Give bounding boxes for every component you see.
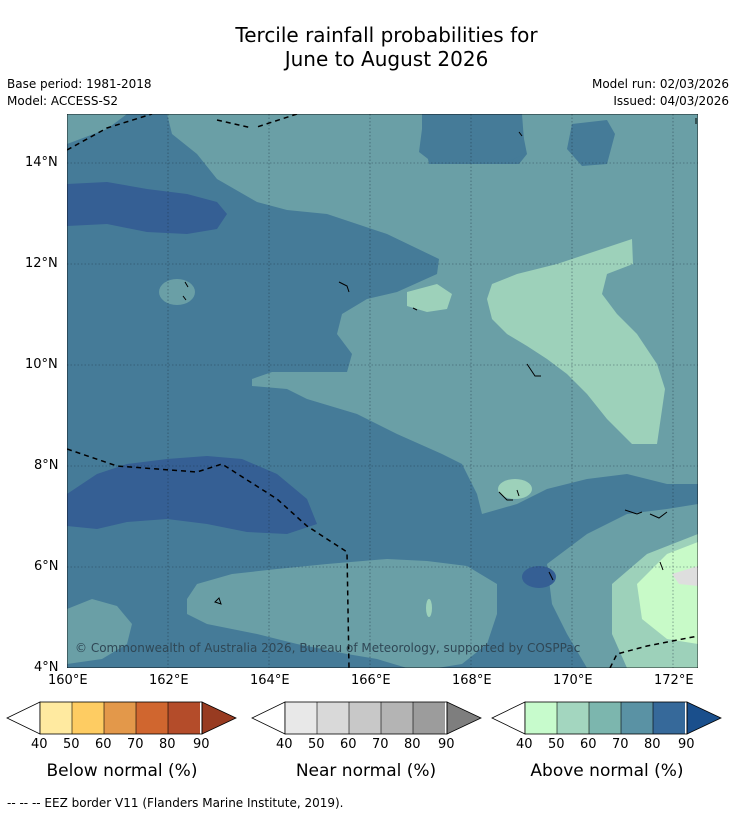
colorbar-below-label-70: 70: [127, 737, 144, 752]
colorbar-below-label-50: 50: [63, 737, 80, 752]
region-above-50-60-c: [407, 284, 452, 312]
eez-border-mid: [67, 448, 350, 668]
issued-date: Issued: 04/03/2026: [613, 94, 729, 108]
colorbar-above-title: Above normal (%): [530, 761, 684, 781]
region-above-50-60-mid: [426, 599, 432, 617]
colorbar-below-swatch-2: [72, 702, 104, 734]
graticule: [67, 114, 698, 668]
colorbar-near-label-90: 90: [438, 737, 455, 752]
colorbar-near-swatch-1: [285, 702, 317, 734]
base-period: Base period: 1981-2018: [7, 77, 152, 91]
colorbar-above-label-90: 90: [678, 737, 695, 752]
colorbar-above-label-40: 40: [516, 737, 533, 752]
region-above-40-50-se: [637, 542, 698, 644]
colorbar-near-swatch-3: [349, 702, 381, 734]
colorbar-above-low-cap: [491, 701, 526, 735]
eez-borders: [67, 114, 698, 668]
region-above-50-60-e: [487, 239, 665, 444]
colorbar-near-label-40: 40: [276, 737, 293, 752]
colorbar-below-label-80: 80: [159, 737, 176, 752]
colorbar-above: [491, 701, 722, 735]
lon-tick-172: 172°E: [654, 673, 694, 688]
lat-tick-6: 6°N: [34, 559, 59, 574]
lat-tick-12: 12°N: [25, 256, 58, 271]
model-name: Model: ACCESS-S2: [7, 94, 119, 108]
region-above-70-80-ne: [419, 114, 525, 162]
title-line-2: June to August 2026: [284, 47, 489, 71]
colorbar-below-label-90: 90: [193, 737, 210, 752]
colorbar-near-high-cap: [446, 701, 482, 735]
title-line-1: Tercile rainfall probabilities for: [235, 23, 538, 47]
region-above-60-70: [167, 114, 698, 514]
colorbar-below: [6, 701, 237, 735]
colorbar-near: [251, 701, 482, 735]
colorbar-below-high-cap: [201, 701, 237, 735]
island-atoll-7: [214, 597, 222, 605]
island-atoll-1: [338, 281, 350, 293]
lat-tick-8: 8°N: [34, 458, 59, 473]
colorbar-above-swatch-4: [621, 702, 653, 734]
colorbar-above-label-60: 60: [580, 737, 597, 752]
probability-map: [67, 114, 698, 668]
colorbar-near-label-80: 80: [404, 737, 421, 752]
colorbar-below-swatch-1: [40, 702, 72, 734]
lon-tick-160: 160°E: [48, 673, 88, 688]
colorbar-above-label-50: 50: [548, 737, 565, 752]
colorbar-above-high-cap: [686, 701, 722, 735]
colorbar-below-label-40: 40: [31, 737, 48, 752]
model-run: Model run: 02/03/2026: [591, 77, 729, 91]
island-atoll-8: [518, 118, 697, 137]
colorbar-below-title: Below normal (%): [46, 761, 198, 781]
colorbar-above-label-70: 70: [612, 737, 629, 752]
eez-border-north: [67, 114, 298, 151]
island-atoll-5: [624, 509, 668, 519]
region-above-80-90-nw: [67, 182, 227, 234]
island-atoll-4: [498, 489, 520, 501]
colorbar-near-label-50: 50: [308, 737, 325, 752]
region-no-data: [672, 566, 698, 586]
colorbar-below-swatch-3: [104, 702, 136, 734]
copyright-notice: © Commonwealth of Australia 2026, Bureau…: [75, 641, 581, 655]
region-above-60-70-sw: [67, 599, 132, 664]
colorbar-above-swatch-2: [557, 702, 589, 734]
colorbar-near-label-60: 60: [340, 737, 357, 752]
island-atoll-6: [548, 561, 664, 581]
islands: [182, 118, 697, 605]
region-above-80-90-s: [67, 456, 317, 534]
lon-tick-162: 162°E: [149, 673, 189, 688]
region-above-50-60-blob: [498, 479, 532, 499]
lat-tick-14: 14°N: [25, 155, 58, 170]
colorbar-above-swatch-1: [525, 702, 557, 734]
colorbar-below-swatch-5: [168, 702, 200, 734]
region-above-80-90-blob: [522, 566, 556, 588]
region-above-70-80-ne2: [567, 120, 615, 166]
colorbar-below-low-cap: [6, 701, 41, 735]
eez-footnote: -- -- -- EEZ border V11 (Flanders Marine…: [7, 796, 344, 810]
colorbar-near-label-70: 70: [372, 737, 389, 752]
colorbar-near-swatch-2: [317, 702, 349, 734]
colorbar-below-label-60: 60: [95, 737, 112, 752]
island-atoll-3: [182, 281, 189, 301]
colorbar-near-low-cap: [251, 701, 286, 735]
region-above-60-70-s: [187, 559, 497, 668]
lon-tick-170: 170°E: [553, 673, 593, 688]
colorbar-near-swatch-5: [413, 702, 445, 734]
colorbar-near-swatch-4: [381, 702, 413, 734]
island-atoll-2: [412, 307, 418, 311]
region-above-60-70-blob-w: [67, 114, 127, 144]
colorbar-above-swatch-5: [653, 702, 685, 734]
lon-tick-168: 168°E: [452, 673, 492, 688]
lon-tick-164: 164°E: [250, 673, 290, 688]
colorbar-above-label-80: 80: [644, 737, 661, 752]
lat-tick-10: 10°N: [25, 357, 58, 372]
island-atoll-9: [526, 363, 541, 377]
colorbar-below-swatch-4: [136, 702, 168, 734]
colorbar-above-swatch-3: [589, 702, 621, 734]
eez-border-south: [609, 635, 698, 668]
region-above-60-70-small: [159, 279, 195, 305]
lat-tick-4: 4°N: [34, 660, 59, 675]
lon-tick-166: 166°E: [351, 673, 391, 688]
colorbar-near-title: Near normal (%): [295, 761, 437, 781]
